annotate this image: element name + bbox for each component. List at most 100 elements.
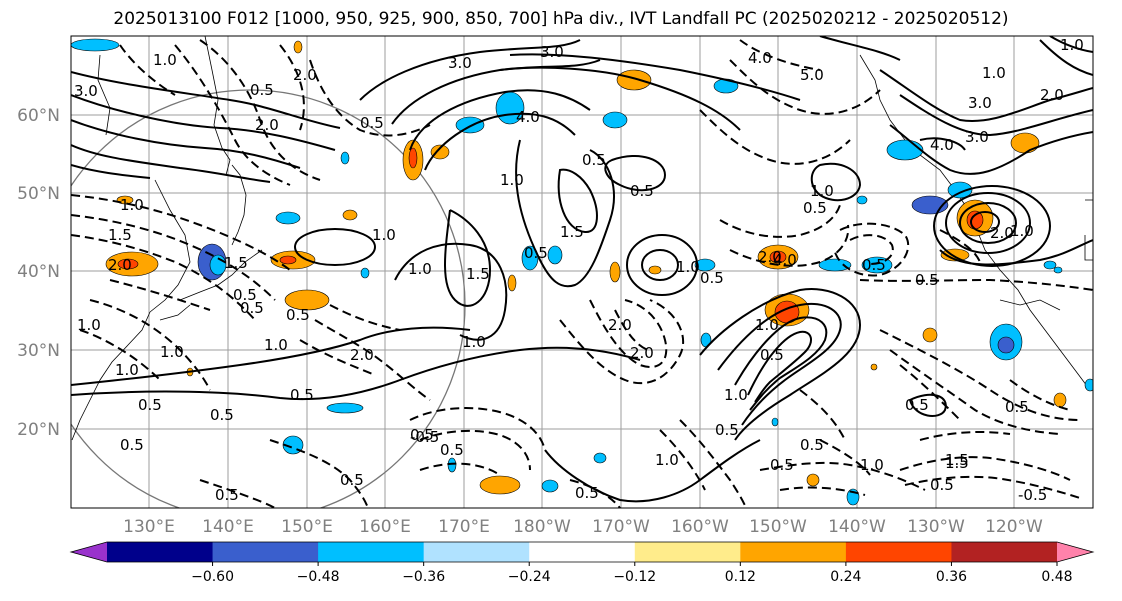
lon-label: 170°E <box>438 517 490 537</box>
contour-label: 2.0 <box>1040 86 1064 104</box>
contour-label: 1.0 <box>860 456 884 474</box>
colorbar-segment <box>529 542 636 562</box>
divergence-shading <box>71 38 1093 506</box>
colorbar-tick-label: 0.36 <box>936 569 967 585</box>
lon-label: 120°W <box>985 517 1043 537</box>
contour-label: 2.0 <box>350 346 374 364</box>
contour-label: 1.0 <box>500 171 524 189</box>
contour-label: 3.0 <box>965 128 989 146</box>
contour-label: 2.0 <box>108 256 132 274</box>
colorbar-tick-label: −0.36 <box>402 569 445 585</box>
contour-label: 5.0 <box>800 66 824 84</box>
contour-label: 1.0 <box>372 226 396 244</box>
contour-label: 3.0 <box>74 82 98 100</box>
contour-label: 0.5 <box>210 406 234 424</box>
contour-label: 0.5 <box>233 286 257 304</box>
contour-label: 3.0 <box>968 94 992 112</box>
colorbar-segment <box>423 542 530 562</box>
contours-positive <box>71 36 1093 503</box>
map-panel: 3.0 1.0 2.0 3.0 4.0 3.0 4.0 5.0 1.0 3.0 … <box>70 35 1094 509</box>
lon-label: 160°E <box>359 517 411 537</box>
lon-label: 180°W <box>513 517 571 537</box>
contour-label: 4.0 <box>748 49 772 67</box>
lat-label: 60°N <box>17 106 60 126</box>
longitude-labels: 130°E 140°E 150°E 160°E 170°E 180°W 170°… <box>123 517 1043 537</box>
contour-label: 1.5 <box>560 223 584 241</box>
contour-label: 0.5 <box>340 471 364 489</box>
colorbar-extend-high <box>1057 542 1093 562</box>
colorbar-tick-label: 0.12 <box>725 569 756 585</box>
contour-label: 1.0 <box>462 333 486 351</box>
graticule <box>71 36 1093 508</box>
contour-label: 1.5 <box>945 454 969 472</box>
lon-label: 160°W <box>671 517 729 537</box>
lon-label: 130°E <box>123 517 175 537</box>
contour-label: 0.5 <box>524 244 548 262</box>
contour-label: 2.0 <box>990 224 1014 242</box>
colorbar-segment <box>845 542 952 562</box>
contour-label: 0.5 <box>800 436 824 454</box>
lon-label: 150°E <box>281 517 333 537</box>
contour-label: 2.0 <box>255 116 279 134</box>
colorbar-tick-label: −0.24 <box>508 569 551 585</box>
lat-label: 30°N <box>17 341 60 361</box>
contour-label: 0.5 <box>630 182 654 200</box>
lat-label: 20°N <box>17 420 60 440</box>
contour-label: 4.0 <box>773 251 797 269</box>
contour-label: 0.5 <box>360 114 384 132</box>
colorbar-tick-label: 0.24 <box>830 569 861 585</box>
contour-label: 0.5 <box>770 456 794 474</box>
contour-label: 3.0 <box>448 54 472 72</box>
contour-label: 0.5 <box>582 151 606 169</box>
contour-label: 0.5 <box>905 396 929 414</box>
contour-label: 1.0 <box>755 316 779 334</box>
contour-label: 1.0 <box>408 260 432 278</box>
colorbar-segment <box>634 542 741 562</box>
map-title: 2025013100 F012 [1000, 950, 925, 900, 85… <box>113 9 1009 29</box>
contour-label: 2.0 <box>758 248 782 266</box>
map-background <box>71 36 1093 508</box>
contour-label: 2.0 <box>293 66 317 84</box>
contour-label: 1.0 <box>655 451 679 469</box>
colorbar-segment <box>212 542 319 562</box>
contour-label: 0.5 <box>120 436 144 454</box>
contour-label: 0.5 <box>803 199 827 217</box>
contour-label: -0.5 <box>1018 486 1047 504</box>
contour-label: 0.5 <box>575 484 599 502</box>
contour-label: 1.0 <box>1010 222 1034 240</box>
contour-label: 0.5 <box>862 256 886 274</box>
colorbar-tick-label: 0.48 <box>1041 569 1072 585</box>
contour-label: 1.0 <box>115 361 139 379</box>
contour-label: 2.0 <box>630 344 654 362</box>
lat-label: 50°N <box>17 184 60 204</box>
contour-label: 0.5 <box>250 81 274 99</box>
contour-label: 0.5 <box>215 486 239 504</box>
contour-labels: 3.0 1.0 2.0 3.0 4.0 3.0 4.0 5.0 1.0 3.0 … <box>74 36 1084 504</box>
colorbar-outline <box>69 541 1095 563</box>
contour-label: 1.0 <box>676 258 700 276</box>
colorbar-segment <box>318 542 425 562</box>
contour-label: 1.0 <box>810 182 834 200</box>
lon-label: 170°W <box>592 517 650 537</box>
contour-label: 1.0 <box>120 196 144 214</box>
colorbar-segment <box>107 542 214 562</box>
lon-label: 130°W <box>907 517 965 537</box>
contour-label: 1.5 <box>224 254 248 272</box>
contour-label: 1.5 <box>945 451 969 469</box>
contour-label: 1.0 <box>724 386 748 404</box>
contour-label: 1.0 <box>1060 36 1084 54</box>
contour-label: 0.5 <box>700 269 724 287</box>
contour-label: 0.5 <box>1005 398 1029 416</box>
contour-label: 3.0 <box>540 43 564 61</box>
lon-label: 140°E <box>202 517 254 537</box>
map-frame <box>70 35 1094 509</box>
colorbar-segment <box>740 542 847 562</box>
contour-label: 4.0 <box>930 136 954 154</box>
contour-label: 0.5 <box>715 421 739 439</box>
contour-label: 0.5 <box>286 306 310 324</box>
contour-label: 0.5 <box>410 426 434 444</box>
lon-label: 140°W <box>828 517 886 537</box>
contour-label: 2.0 <box>608 316 632 334</box>
contour-label: 1.0 <box>982 64 1006 82</box>
